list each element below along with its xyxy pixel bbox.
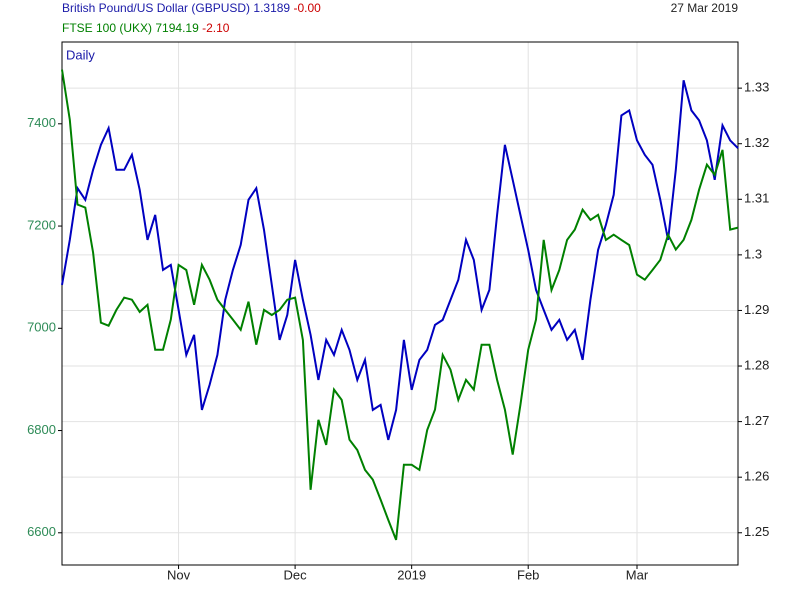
legend-name: British Pound/US Dollar (GBPUSD) [62, 1, 251, 15]
y-tick-label: 6800 [27, 422, 56, 437]
y2-tick-label: 1.27 [744, 413, 769, 428]
y2-tick-label: 1.32 [744, 135, 769, 150]
y2-tick-label: 1.28 [744, 357, 769, 372]
x-tick-label: Feb [517, 567, 539, 582]
legend-name: FTSE 100 (UKX) [62, 21, 153, 35]
legend-gbpusd: British Pound/US Dollar (GBPUSD) 1.3189 … [62, 1, 321, 15]
legend-last: 1.3189 [253, 1, 291, 15]
y2-tick-label: 1.3 [744, 246, 762, 261]
y2-tick-label: 1.29 [744, 302, 769, 317]
y2-tick-label: 1.25 [744, 524, 769, 539]
legend-ftse: FTSE 100 (UKX) 7194.19 -2.10 [62, 21, 229, 35]
x-tick-label: 2019 [397, 567, 426, 582]
y-tick-label: 6600 [27, 524, 56, 539]
legend-last: 7194.19 [155, 21, 199, 35]
legend-change: -0.00 [293, 1, 321, 15]
plot-frame [61, 41, 739, 566]
y-tick-label: 7400 [27, 115, 56, 130]
y-tick-label: 7200 [27, 217, 56, 232]
x-tick-label: Mar [626, 567, 649, 582]
y-tick-label: 7000 [27, 320, 56, 335]
y2-tick-label: 1.31 [744, 191, 769, 206]
y2-tick-label: 1.26 [744, 469, 769, 484]
period-label: Daily [66, 47, 95, 62]
series-line [61, 69, 739, 541]
date: 27 Mar 2019 [670, 1, 738, 15]
legend-change: -2.10 [202, 21, 230, 35]
x-tick-label: Dec [284, 567, 308, 582]
x-tick-label: Nov [167, 567, 191, 582]
y2-tick-label: 1.33 [744, 80, 769, 95]
